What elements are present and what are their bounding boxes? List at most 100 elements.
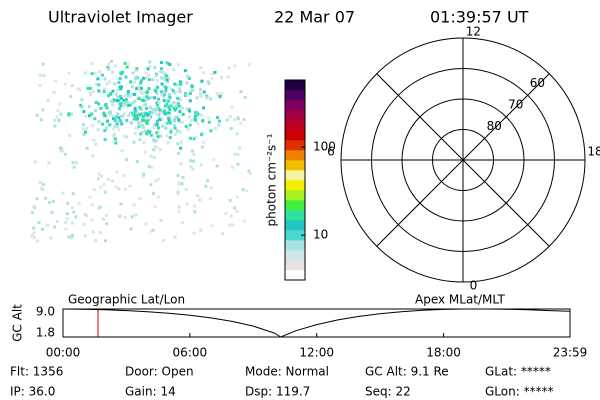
colorbar-band — [285, 190, 305, 201]
info-field: Mode: Normal — [245, 365, 329, 379]
image-pixel — [140, 79, 144, 83]
image-pixel — [128, 103, 132, 107]
image-pixel — [134, 117, 138, 121]
image-pixel — [166, 80, 170, 84]
image-pixel — [104, 213, 108, 217]
image-pixel — [198, 87, 202, 91]
image-pixel — [124, 187, 127, 191]
image-pixel — [131, 92, 135, 96]
image-pixel — [112, 117, 115, 121]
image-pixel — [145, 95, 149, 99]
image-pixel — [149, 154, 153, 158]
image-pixel — [212, 158, 216, 162]
image-pixel — [176, 142, 180, 146]
image-pixel — [113, 137, 117, 141]
image-pixel — [153, 139, 157, 143]
image-pixel — [145, 119, 149, 123]
y-tick-label: 1.8 — [36, 326, 55, 340]
image-pixel — [192, 159, 196, 163]
image-pixel — [216, 116, 219, 119]
image-pixel — [82, 110, 86, 114]
image-pixel — [153, 96, 157, 100]
image-pixel — [71, 192, 75, 196]
image-pixel — [165, 78, 169, 82]
image-pixel — [173, 106, 177, 110]
image-pixel — [142, 91, 146, 95]
image-pixel — [202, 140, 206, 144]
image-pixel — [198, 198, 202, 202]
image-pixel — [202, 71, 205, 75]
image-pixel — [159, 219, 163, 222]
image-pixel — [121, 70, 124, 74]
image-pixel — [157, 195, 161, 199]
image-pixel — [207, 82, 211, 86]
image-pixel — [247, 169, 251, 173]
image-pixel — [160, 90, 164, 94]
image-pixel — [162, 238, 165, 242]
image-pixel — [185, 107, 189, 111]
image-pixel — [177, 102, 181, 106]
image-pixel — [178, 110, 182, 114]
image-pixel — [111, 103, 115, 107]
image-pixel — [158, 148, 162, 151]
image-pixel — [159, 134, 163, 138]
colorbar-band — [285, 170, 305, 181]
image-pixel — [133, 114, 137, 118]
image-pixel — [105, 222, 109, 226]
image-pixel — [150, 95, 154, 99]
image-pixel — [179, 146, 183, 150]
image-pixel — [129, 80, 133, 84]
image-pixel — [133, 77, 137, 81]
image-pixel — [163, 112, 167, 116]
image-pixel — [64, 221, 68, 225]
image-pixel — [144, 76, 148, 80]
info-field: Seq: 22 — [365, 385, 411, 399]
image-pixel — [153, 110, 157, 114]
image-pixel — [133, 108, 137, 112]
image-pixel — [147, 74, 151, 77]
polar-mlt-label: 6 — [327, 145, 335, 159]
image-pixel — [177, 118, 181, 122]
image-pixel — [159, 61, 163, 64]
image-pixel — [192, 231, 196, 235]
image-pixel — [158, 116, 162, 120]
info-field: IP: 36.0 — [10, 385, 55, 399]
image-pixel — [71, 161, 75, 165]
x-tick-label: 06:00 — [173, 346, 208, 360]
image-pixel — [166, 141, 170, 145]
image-pixel — [210, 72, 214, 76]
image-pixel — [158, 118, 162, 122]
image-pixel — [41, 183, 45, 187]
image-pixel — [192, 204, 196, 208]
image-pixel — [145, 131, 149, 135]
image-pixel — [144, 103, 147, 106]
image-pixel — [141, 118, 145, 122]
image-pixel — [63, 152, 67, 156]
colorbar-tick-label: 10 — [313, 228, 328, 242]
image-pixel — [35, 197, 39, 201]
image-pixel — [168, 108, 172, 112]
image-pixel — [186, 74, 190, 78]
image-pixel — [236, 117, 240, 121]
image-pixel — [156, 126, 160, 130]
image-pixel — [184, 188, 188, 192]
image-pixel — [137, 84, 141, 88]
image-pixel — [92, 188, 96, 192]
colorbar-band — [285, 140, 305, 151]
image-pixel — [177, 205, 181, 209]
image-pixel — [178, 90, 182, 94]
image-pixel — [144, 71, 148, 75]
image-pixel — [155, 123, 159, 127]
image-pixel — [112, 127, 116, 131]
image-pixel — [123, 215, 127, 219]
image-pixel — [165, 111, 169, 115]
image-pixel — [108, 110, 112, 114]
image-pixel — [189, 165, 193, 169]
image-pixel — [137, 121, 141, 125]
image-pixel — [115, 99, 119, 103]
image-pixel — [85, 214, 89, 217]
colorbar-band — [285, 230, 305, 241]
image-pixel — [154, 89, 158, 93]
image-pixel — [105, 106, 109, 110]
image-pixel — [117, 116, 121, 120]
